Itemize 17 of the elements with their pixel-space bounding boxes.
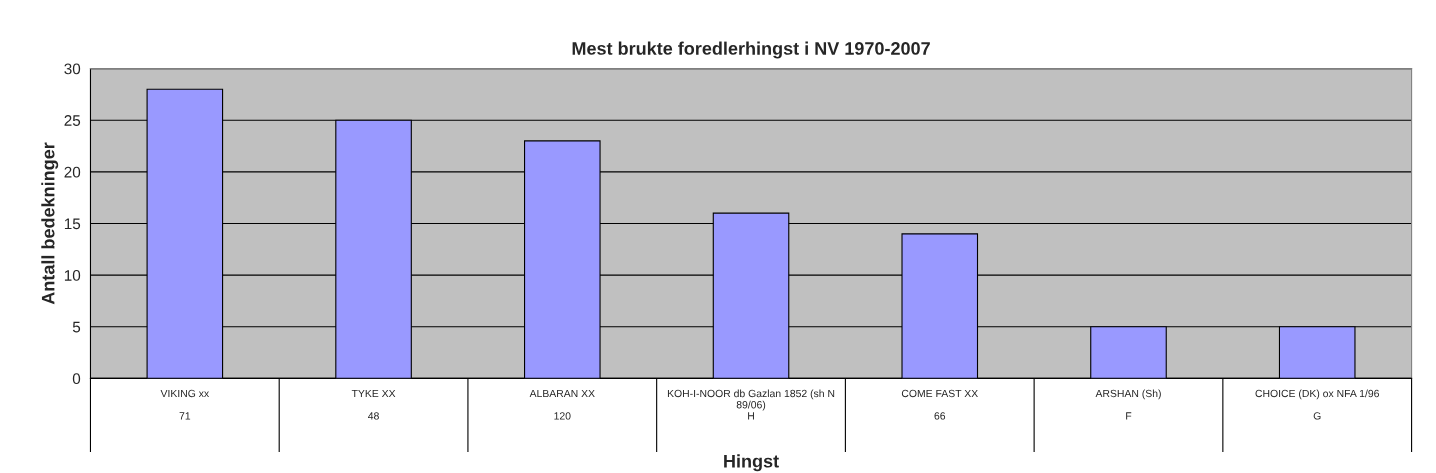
category-label: ARSHAN (Sh) F xyxy=(1095,389,1161,420)
chart-title: Mest brukte foredlerhingst i NV 1970-2007 xyxy=(572,41,930,59)
y-axis-title: Antall bedekninger xyxy=(41,142,59,305)
category-label: COME FAST XX 66 xyxy=(901,389,978,420)
category-label: ALBARAN XX 120 xyxy=(529,389,595,420)
x-tick-label: KOH-I-NOOR db Gazlan 1852 (sh N 89/06) H xyxy=(667,389,835,420)
y-tick-label: 5 xyxy=(72,321,81,333)
category-label: TYKE XX 48 xyxy=(351,389,396,420)
y-tick-label: 10 xyxy=(64,270,81,281)
category-label: CHOICE (DK) ox NFA 1/96 G xyxy=(1255,389,1379,420)
x-axis-title: Hingst xyxy=(724,454,779,472)
y-tick-label: 20 xyxy=(64,166,81,178)
y-tick-label: 15 xyxy=(64,218,81,230)
y-tick-label: 30 xyxy=(64,63,81,75)
category-label: VIKING xx 71 xyxy=(160,389,210,420)
y-tick-label: 25 xyxy=(64,115,81,126)
y-tick-label: 0 xyxy=(72,373,81,385)
